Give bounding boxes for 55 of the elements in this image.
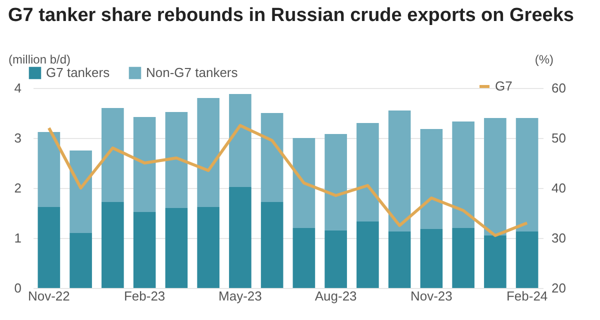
bar bbox=[356, 222, 379, 288]
legend-label: G7 tankers bbox=[46, 65, 110, 80]
bar bbox=[38, 207, 60, 288]
x-tick-label: Feb-24 bbox=[506, 288, 548, 304]
y-tick-label: 3 bbox=[14, 130, 22, 146]
bar bbox=[260, 202, 284, 288]
bar bbox=[516, 232, 538, 288]
bar bbox=[388, 232, 411, 288]
y-tick-label: 1 bbox=[14, 230, 22, 246]
bar bbox=[38, 132, 60, 207]
bar bbox=[165, 112, 188, 208]
bar bbox=[197, 207, 220, 288]
line-series bbox=[47, 124, 529, 237]
chart-title: G7 tanker share rebounds in Russian crude exports on Greeks bbox=[8, 5, 574, 26]
bar bbox=[292, 228, 316, 288]
x-tick-label: Nov-22 bbox=[28, 288, 70, 304]
y-tick-label: 4 bbox=[14, 80, 22, 96]
y2-tick-label: 20 bbox=[552, 280, 566, 296]
legend-label: Non-G7 tankers bbox=[146, 65, 238, 80]
bar bbox=[229, 94, 252, 187]
y-tick-label: 2 bbox=[14, 180, 22, 196]
x-tick-label: May-23 bbox=[218, 288, 262, 304]
y-tick-label: 0 bbox=[14, 280, 22, 296]
bar bbox=[292, 138, 316, 228]
bar bbox=[388, 110, 411, 232]
bar bbox=[197, 98, 220, 207]
y2-axis-title: (%) bbox=[534, 52, 554, 66]
bar bbox=[452, 122, 474, 228]
bar bbox=[420, 129, 443, 229]
bar bbox=[484, 236, 506, 288]
bar bbox=[70, 150, 92, 233]
bar bbox=[516, 118, 538, 232]
x-tick-label: Feb-23 bbox=[124, 288, 166, 304]
y2-tick-label: 30 bbox=[552, 230, 566, 246]
bar bbox=[70, 233, 92, 288]
bar bbox=[102, 202, 124, 288]
y2-tick-label: 50 bbox=[552, 130, 566, 146]
bar bbox=[356, 123, 379, 222]
bar bbox=[260, 113, 284, 202]
bar bbox=[229, 187, 252, 288]
bar bbox=[165, 208, 188, 288]
bar bbox=[324, 134, 347, 230]
bar bbox=[102, 108, 124, 202]
legend-label: G7 bbox=[495, 78, 512, 94]
y-axis-title: (million b/d) bbox=[8, 52, 71, 66]
bar bbox=[324, 230, 347, 288]
y2-tick-label: 60 bbox=[552, 80, 566, 96]
y2-tick-label: 40 bbox=[552, 180, 566, 196]
x-tick-label: Aug-23 bbox=[314, 288, 357, 304]
bar bbox=[484, 118, 506, 236]
bar bbox=[133, 117, 156, 212]
bar bbox=[133, 212, 156, 288]
bar bbox=[452, 228, 474, 288]
x-tick-label: Nov-23 bbox=[410, 288, 452, 304]
bar bbox=[420, 229, 443, 288]
